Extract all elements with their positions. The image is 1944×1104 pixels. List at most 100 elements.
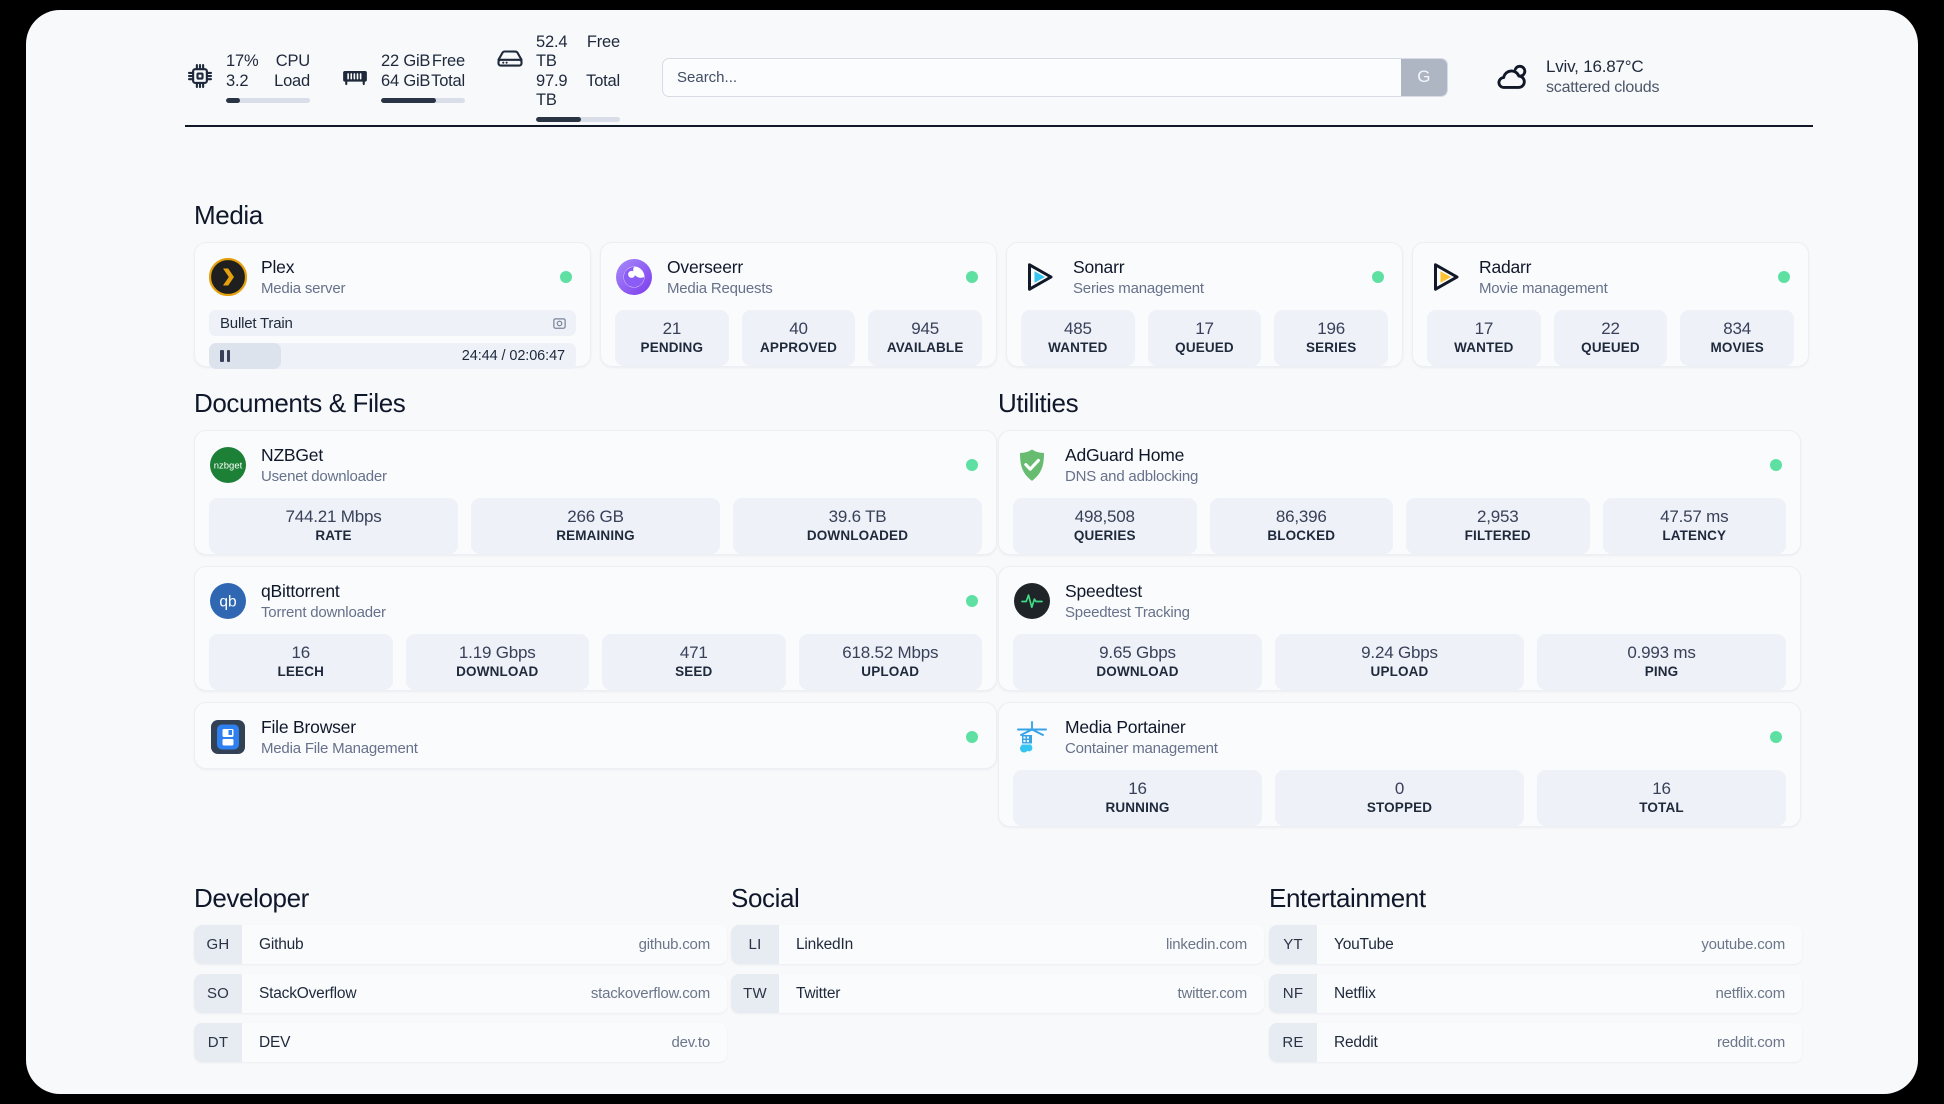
stat-tile: 266 GB REMAINING: [471, 498, 720, 554]
service-card-sonarr[interactable]: Sonarr Series management 485 WANTED 17 Q…: [1006, 242, 1403, 367]
stat-value: 618.52 Mbps: [842, 643, 939, 662]
playback-progress-bar[interactable]: 24:44 / 02:06:47: [209, 343, 576, 369]
stat-tile: 17 WANTED: [1427, 310, 1541, 366]
radarr-icon: [1427, 258, 1465, 296]
bookmark-item[interactable]: RE Reddit reddit.com: [1269, 1023, 1802, 1062]
service-card-radarr[interactable]: Radarr Movie management 17 WANTED 22 QUE…: [1412, 242, 1809, 367]
section-title-utilities: Utilities: [998, 388, 1079, 418]
stat-value: 21: [662, 319, 682, 338]
pause-icon[interactable]: [220, 350, 230, 362]
stat-value: 47.57 ms: [1660, 507, 1729, 526]
bookmark-item[interactable]: LI LinkedIn linkedin.com: [731, 925, 1264, 964]
stats-row: 16 RUNNING 0 STOPPED 16 TOTAL: [1013, 770, 1786, 826]
bookmark-abbr: RE: [1269, 1023, 1317, 1062]
stats-row: 744.21 Mbps RATE 266 GB REMAINING 39.6 T…: [209, 498, 982, 554]
bookmark-item[interactable]: YT YouTube youtube.com: [1269, 925, 1802, 964]
bookmark-group-developer: GH Github github.com SO StackOverflow st…: [194, 925, 727, 1062]
service-card-speedtest[interactable]: Speedtest Speedtest Tracking 9.65 Gbps D…: [998, 566, 1801, 691]
stat-label: APPROVED: [760, 340, 837, 355]
file-browser-icon: [209, 718, 247, 756]
cpu-usage-label: CPU: [275, 51, 310, 70]
section-title-social: Social: [731, 883, 800, 913]
service-card-file-browser[interactable]: File Browser Media File Management: [194, 702, 997, 769]
stat-label: FILTERED: [1464, 528, 1531, 543]
service-card-adguard-home[interactable]: AdGuard Home DNS and adblocking 498,508 …: [998, 430, 1801, 555]
stat-label: RUNNING: [1105, 800, 1170, 815]
status-badge-online: [1770, 459, 1782, 471]
bookmark-name: Netflix: [1334, 984, 1376, 1002]
service-name: AdGuard Home: [1065, 445, 1185, 465]
stat-label: STOPPED: [1366, 800, 1433, 815]
search-input[interactable]: [663, 58, 1401, 96]
search-engine-button[interactable]: G: [1401, 58, 1447, 96]
stat-tile: 9.65 Gbps DOWNLOAD: [1013, 634, 1262, 690]
status-badge-online: [1372, 271, 1384, 283]
bookmark-item[interactable]: DT DEV dev.to: [194, 1023, 727, 1062]
card-header: Overseerr Media Requests: [615, 257, 982, 297]
adguard-shield-icon: [1013, 446, 1051, 484]
stat-value: 16: [1128, 779, 1147, 798]
stat-tile: 47.57 ms LATENCY: [1602, 498, 1786, 554]
stat-value: 86,396: [1275, 507, 1327, 526]
service-card-qbittorrent[interactable]: qb qBittorrent Torrent downloader 16 LEE…: [194, 566, 997, 691]
service-card-media-portainer[interactable]: Media Portainer Container management 16 …: [998, 702, 1801, 827]
stat-label: DOWNLOAD: [456, 664, 539, 679]
stat-label: QUEUED: [1581, 340, 1640, 355]
service-description: Media server: [261, 280, 346, 297]
svg-text:nzbget: nzbget: [214, 461, 243, 472]
stat-tile: 16 TOTAL: [1537, 770, 1786, 826]
cpu-usage-value: 17%: [226, 51, 259, 70]
bookmark-abbr: GH: [194, 925, 242, 964]
header-divider: [185, 125, 1813, 127]
status-badge-online: [966, 271, 978, 283]
svg-text:qb: qb: [219, 594, 236, 611]
weather-widget: Lviv, 16.87°C scattered clouds: [1494, 57, 1660, 97]
stats-row: 485 WANTED 17 QUEUED 196 SERIES: [1021, 310, 1389, 366]
service-description: Torrent downloader: [261, 604, 386, 621]
bookmark-url: reddit.com: [1716, 1034, 1785, 1051]
playback-time: 24:44 / 02:06:47: [461, 348, 565, 364]
cast-icon[interactable]: [552, 316, 567, 331]
stat-label: RATE: [315, 528, 352, 543]
bookmark-abbr: TW: [731, 974, 779, 1013]
bookmark-item[interactable]: TW Twitter twitter.com: [731, 974, 1264, 1013]
nzbget-icon: nzbget: [209, 446, 247, 484]
service-name: File Browser: [261, 717, 356, 737]
search-bar[interactable]: G: [662, 57, 1448, 97]
service-description: Container management: [1065, 740, 1218, 757]
card-header: nzbget NZBGet Usenet downloader: [209, 445, 982, 485]
portainer-icon: [1013, 718, 1051, 756]
bookmark-name: LinkedIn: [796, 935, 854, 953]
resource-memory: 22 GiB Free 64 GiB Total: [340, 52, 465, 103]
service-name: Media Portainer: [1065, 717, 1186, 737]
stat-value: 498,508: [1074, 507, 1135, 526]
stats-row: 17 WANTED 22 QUEUED 834 MOVIES: [1427, 310, 1795, 366]
service-card-nzbget[interactable]: nzbget NZBGet Usenet downloader 744.21 M…: [194, 430, 997, 555]
memory-total-value: 64 GiB: [381, 71, 431, 90]
service-description: Media Requests: [667, 280, 773, 297]
stat-label: PENDING: [640, 340, 704, 355]
card-header: Radarr Movie management: [1427, 257, 1794, 297]
stat-tile: 16 RUNNING: [1013, 770, 1262, 826]
bookmark-abbr: YT: [1269, 925, 1317, 964]
stat-value: 40: [789, 319, 808, 338]
stat-tile: 0.993 ms PING: [1537, 634, 1786, 690]
now-playing-row: Bullet Train: [209, 310, 576, 336]
disk-total-value: 97.9 TB: [536, 71, 568, 109]
bookmark-name: DEV: [259, 1033, 291, 1051]
service-card-overseerr[interactable]: Overseerr Media Requests 21 PENDING 40 A…: [600, 242, 997, 367]
stat-value: 945: [911, 319, 940, 338]
bookmark-url: dev.to: [671, 1034, 710, 1051]
bookmark-item[interactable]: GH Github github.com: [194, 925, 727, 964]
stat-label: QUERIES: [1073, 528, 1136, 543]
service-card-plex[interactable]: Plex Media server Bullet Train 24:44 / 0…: [194, 242, 591, 369]
service-description: DNS and adblocking: [1065, 468, 1199, 485]
stat-tile: 21 PENDING: [615, 310, 729, 366]
bookmark-item[interactable]: NF Netflix netflix.com: [1269, 974, 1802, 1013]
speedtest-icon: [1013, 582, 1051, 620]
bookmark-item[interactable]: SO StackOverflow stackoverflow.com: [194, 974, 727, 1013]
cpu-icon: [185, 61, 215, 91]
stat-tile: 485 WANTED: [1021, 310, 1135, 366]
stat-tile: 2,953 FILTERED: [1406, 498, 1590, 554]
stat-value: 744.21 Mbps: [285, 507, 382, 526]
